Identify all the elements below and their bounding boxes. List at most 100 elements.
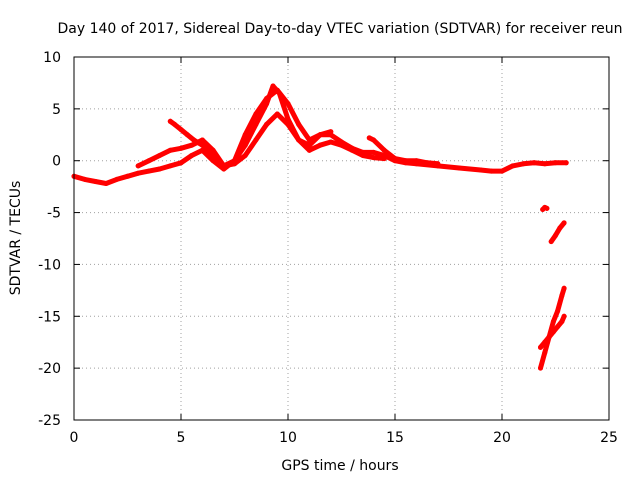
data-point <box>296 121 302 127</box>
data-point <box>167 118 173 124</box>
data-point <box>306 147 312 153</box>
data-point <box>561 285 567 291</box>
data-point <box>317 132 323 138</box>
y-tick-label: -10 <box>38 257 61 273</box>
data-point <box>371 137 377 143</box>
plot-frame <box>73 56 610 421</box>
data-point <box>317 142 323 148</box>
data-point <box>285 101 291 107</box>
y-tick-label: 5 <box>52 102 61 118</box>
data-point <box>381 147 387 153</box>
data-point <box>178 127 184 133</box>
data-point <box>199 137 205 143</box>
data-point <box>274 111 280 117</box>
data-point <box>146 168 152 174</box>
y-tick-label: 0 <box>52 154 61 170</box>
data-point <box>191 137 197 143</box>
data-point <box>253 111 259 117</box>
data-point <box>538 365 543 371</box>
data-point <box>561 313 567 319</box>
x-tick-label: 15 <box>386 430 404 446</box>
data-point <box>172 121 178 127</box>
data-point <box>189 153 195 158</box>
data-point <box>563 160 569 166</box>
series-line-track-g <box>538 285 567 371</box>
data-point <box>542 339 548 345</box>
data-point <box>478 167 484 173</box>
data-point <box>555 324 561 330</box>
data-point <box>178 145 184 151</box>
x-tick-label: 0 <box>70 430 79 446</box>
data-point <box>381 156 387 162</box>
data-point <box>544 205 550 211</box>
data-point <box>125 173 130 179</box>
data-point <box>157 166 163 172</box>
data-point <box>553 160 558 166</box>
series-line-track-f <box>548 220 567 245</box>
grid-lines <box>74 57 609 420</box>
data-point <box>114 176 120 182</box>
data-point <box>82 176 88 182</box>
data-point <box>366 135 372 141</box>
data-point <box>550 329 556 335</box>
data-point <box>555 308 561 314</box>
x-axis-label: GPS time / hours <box>281 458 398 474</box>
data-point <box>561 220 567 226</box>
y-tick-label: -5 <box>47 206 61 222</box>
data-point <box>157 153 163 158</box>
y-axis-ticks: 10 5 0 -5 -10 -15 -20 -25 <box>38 50 609 429</box>
data-point <box>392 156 398 162</box>
data-point <box>520 161 526 167</box>
data-point <box>328 129 334 135</box>
data-point <box>538 344 543 350</box>
data-point <box>531 160 537 166</box>
data-point <box>542 161 548 167</box>
data-point <box>296 137 302 143</box>
data-point <box>559 293 565 298</box>
data-point <box>253 137 259 143</box>
data-point <box>403 158 409 164</box>
y-tick-label: 10 <box>43 50 61 66</box>
data-point <box>189 142 195 148</box>
data-point <box>510 163 516 169</box>
y-axis-label: SDTVAR / TECUs <box>8 181 24 296</box>
data-point <box>178 160 184 166</box>
data-point <box>328 139 334 145</box>
data-point <box>349 147 355 153</box>
data-point <box>339 142 344 148</box>
data-point <box>253 121 259 127</box>
data-point <box>371 149 377 155</box>
data-point <box>424 160 430 166</box>
data-point <box>232 158 237 164</box>
data-point <box>488 168 494 174</box>
data-series <box>71 83 569 371</box>
y-tick-label: -15 <box>38 309 61 325</box>
y-tick-label: -25 <box>38 413 61 429</box>
data-point <box>559 319 565 324</box>
data-point <box>103 181 109 186</box>
data-point <box>285 121 291 127</box>
data-point <box>167 147 173 153</box>
data-point <box>550 319 556 324</box>
y-tick-label: -20 <box>38 361 61 377</box>
data-point <box>546 334 552 340</box>
data-point <box>306 137 312 143</box>
x-tick-label: 5 <box>177 430 186 446</box>
data-point <box>553 232 558 238</box>
data-point <box>242 153 248 158</box>
data-point <box>264 121 270 127</box>
data-point <box>184 132 190 138</box>
x-axis-ticks: 0 5 10 15 20 25 <box>70 57 618 446</box>
data-point <box>542 350 548 356</box>
data-point <box>548 239 554 245</box>
data-point <box>499 168 505 174</box>
data-point <box>199 142 205 148</box>
data-point <box>221 163 227 169</box>
data-point <box>92 179 98 184</box>
data-point <box>360 153 366 158</box>
data-point <box>135 163 141 169</box>
chart-title: Day 140 of 2017, Sidereal Day-to-day VTE… <box>57 21 622 37</box>
data-point <box>270 83 276 89</box>
data-point <box>264 96 270 101</box>
